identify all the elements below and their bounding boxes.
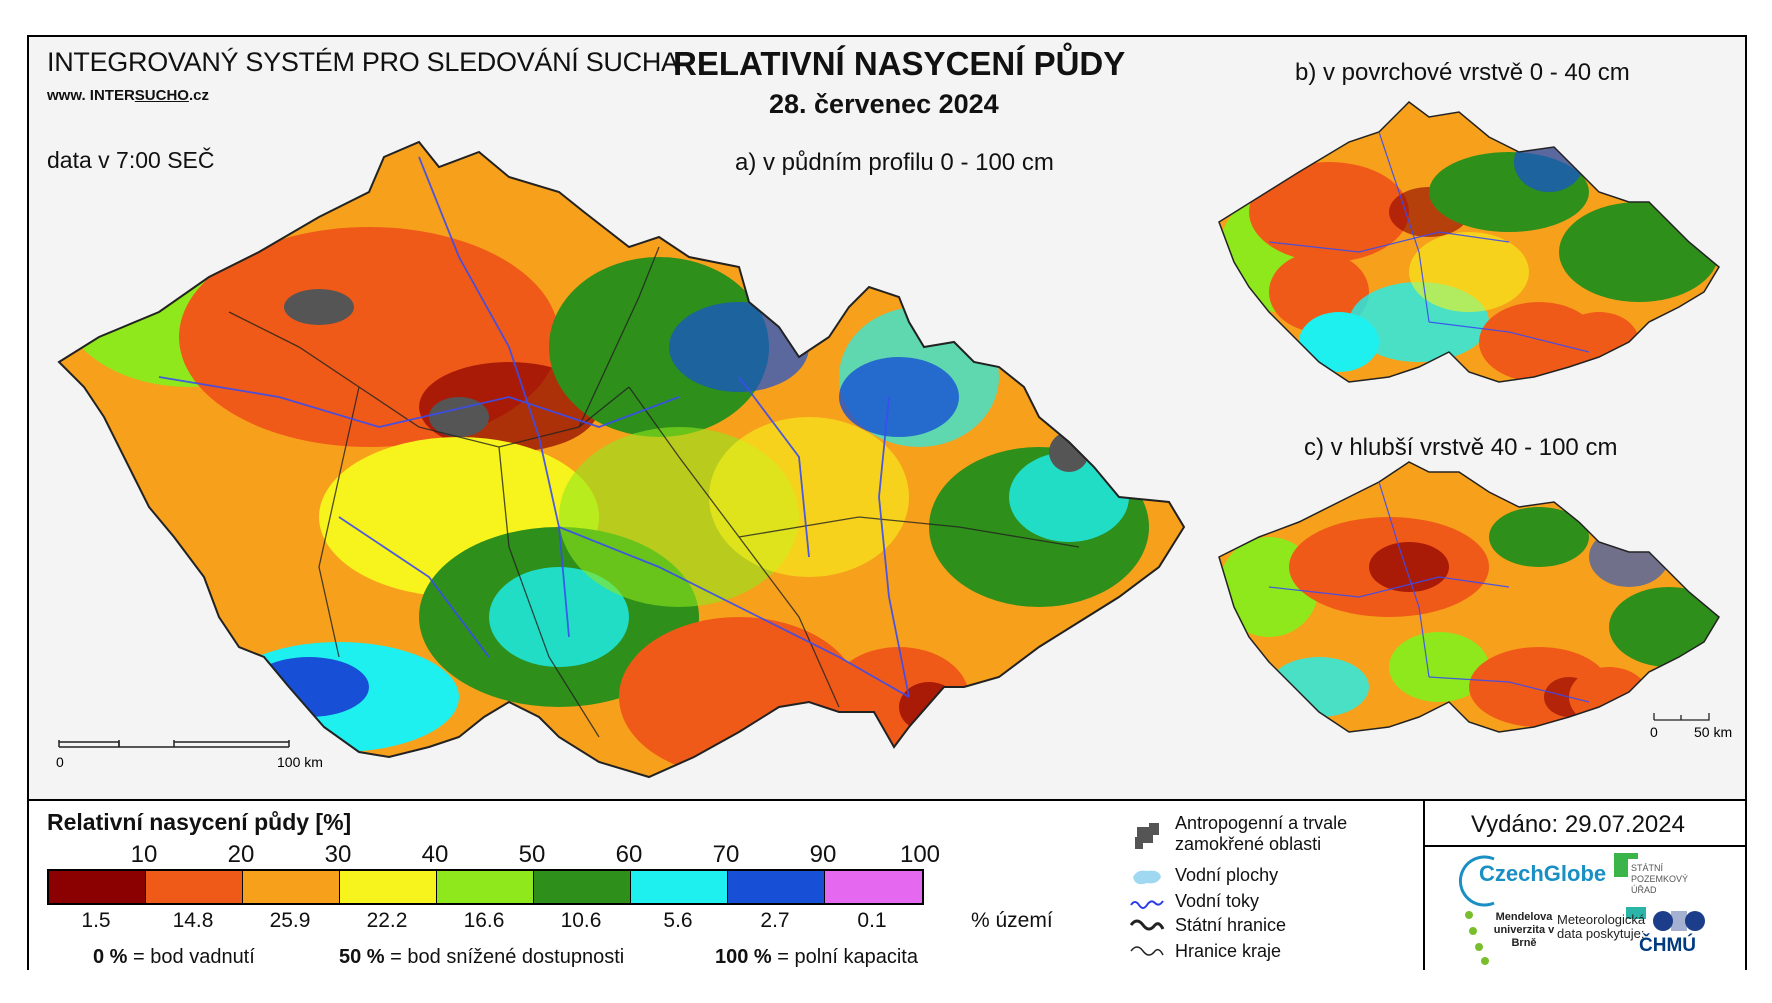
met-data-label: Meteorologická data poskytuje: xyxy=(1557,912,1646,941)
chmu-logo xyxy=(1653,911,1705,931)
small-scale-zero: 0 xyxy=(1650,724,1658,740)
color-scale xyxy=(47,869,924,905)
mendelu-label: Mendelova univerzita v Brně xyxy=(1493,911,1555,949)
deep-layer-map: 0 50 km xyxy=(1218,461,1732,740)
issued-date: Vydáno: 29.07.2024 xyxy=(1471,811,1685,838)
footer-hline xyxy=(1423,845,1747,847)
swatch-50-60 xyxy=(534,871,631,903)
rivers-label: Vodní toky xyxy=(1175,891,1260,911)
small-scale-bar: 0 50 km xyxy=(1650,713,1732,740)
legend-tick: 100 xyxy=(899,841,941,868)
legend-tick: 40 xyxy=(421,841,449,868)
mendelu-logo xyxy=(1465,911,1489,965)
river-icon xyxy=(1130,900,1164,909)
map-title: RELATIVNÍ NASYCENÍ PŮDY xyxy=(673,45,1126,82)
def-reduced-availability: 50 % = bod snížené dostupnosti xyxy=(339,946,625,968)
territory-pct: 5.6 xyxy=(663,909,693,932)
swatch-90-100 xyxy=(825,871,922,903)
spu-logo xyxy=(1614,853,1646,919)
territory-pct: 16.6 xyxy=(463,909,505,932)
footer-divider xyxy=(1423,801,1425,970)
legend-tick: 90 xyxy=(809,841,837,868)
swatch-30-40 xyxy=(340,871,437,903)
map-frame: INTEGROVANÝ SYSTÉM PRO SLEDOVÁNÍ SUCHA w… xyxy=(27,35,1747,970)
czechglobe-label: CzechGlobe xyxy=(1479,861,1607,886)
surface-layer-map xyxy=(1218,101,1720,383)
legend-panel: Relativní nasycení půdy [%] 10 20 30 40 … xyxy=(29,799,1747,970)
main-map-czechia: 0 100 km xyxy=(56,140,1186,779)
map-date: 28. červenec 2024 xyxy=(769,89,999,119)
territory-pct: 10.6 xyxy=(560,909,602,932)
anthropogenic-area-icon xyxy=(1135,823,1159,849)
territory-pct: 14.8 xyxy=(172,909,214,932)
territory-pct: 25.9 xyxy=(269,909,311,932)
water-body-icon xyxy=(1133,870,1161,885)
main-scale-end: 100 km xyxy=(277,754,323,770)
territory-pct: 1.5 xyxy=(81,909,111,932)
website-link[interactable]: www. INTERSUCHO.cz xyxy=(47,87,209,104)
anthropogenic-label: Antropogenní a trvale zamokřené oblasti xyxy=(1175,813,1348,854)
data-time: data v 7:00 SEČ xyxy=(47,147,215,173)
legend-tick: 20 xyxy=(227,841,255,868)
territory-pct: 22.2 xyxy=(366,909,408,932)
water-bodies-label: Vodní plochy xyxy=(1175,865,1279,885)
swatch-0-10 xyxy=(49,871,146,903)
small-scale-end: 50 km xyxy=(1694,724,1732,740)
panel-b-label: b) v povrchové vrstvě 0 - 40 cm xyxy=(1295,59,1630,86)
swatch-70-90 xyxy=(728,871,825,903)
legend-tick: 30 xyxy=(324,841,352,868)
territory-label: % území xyxy=(971,909,1053,932)
state-border-icon xyxy=(1129,919,1165,931)
legend-title: Relativní nasycení půdy [%] xyxy=(47,809,352,835)
region-border-icon xyxy=(1130,946,1164,956)
def-field-capacity: 100 % = polní kapacita xyxy=(715,946,918,968)
czechglobe-logo xyxy=(1458,855,1495,907)
swatch-40-50 xyxy=(437,871,534,903)
region-border-label: Hranice kraje xyxy=(1175,941,1282,961)
system-title: INTEGROVANÝ SYSTÉM PRO SLEDOVÁNÍ SUCHA xyxy=(47,47,679,77)
territory-pct: 0.1 xyxy=(857,909,887,932)
state-border-label: Státní hranice xyxy=(1175,915,1287,935)
main-scale-zero: 0 xyxy=(56,754,64,770)
legend-tick: 10 xyxy=(130,841,158,868)
legend-tick: 60 xyxy=(615,841,643,868)
main-scale-bar: 0 100 km xyxy=(56,740,323,770)
spu-label: STÁTNÍ POZEMKOVÝ ÚŘAD xyxy=(1631,863,1689,895)
def-wilting-point: 0 % = bod vadnutí xyxy=(93,946,255,968)
territory-pct: 2.7 xyxy=(760,909,790,932)
panel-c-label: c) v hlubší vrstvě 40 - 100 cm xyxy=(1304,434,1618,461)
panel-a-label: a) v půdním profilu 0 - 100 cm xyxy=(735,149,1054,176)
swatch-10-20 xyxy=(146,871,243,903)
swatch-60-70 xyxy=(631,871,728,903)
legend-tick: 50 xyxy=(518,841,546,868)
swatch-20-30 xyxy=(243,871,340,903)
chmu-label: ČHMÚ xyxy=(1639,935,1696,956)
legend-tick: 70 xyxy=(712,841,740,868)
